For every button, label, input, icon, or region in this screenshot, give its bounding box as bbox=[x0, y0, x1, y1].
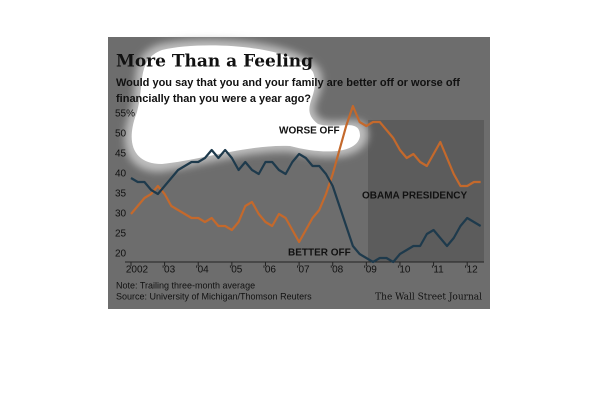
y-tick-label: 25 bbox=[115, 229, 127, 240]
highlight-blob bbox=[131, 45, 360, 164]
series-line bbox=[130, 104, 481, 244]
shade-label: OBAMA PRESIDENCY bbox=[362, 191, 468, 202]
series-label: WORSE OFF bbox=[279, 126, 340, 137]
x-tick-label: '09 bbox=[364, 265, 377, 276]
y-tick-label: 20 bbox=[115, 249, 127, 260]
note: Note: Trailing three-month average bbox=[116, 280, 255, 290]
x-tick-label: '05 bbox=[229, 265, 242, 276]
y-tick-label: 35 bbox=[115, 189, 127, 200]
x-tick-label: '11 bbox=[431, 265, 444, 276]
x-tick-label: '12 bbox=[465, 265, 478, 276]
subtitle: Would you say that you and your family a… bbox=[116, 77, 460, 89]
x-tick-label: '04 bbox=[196, 265, 209, 276]
x-tick-label: '06 bbox=[263, 265, 276, 276]
y-tick-label: 40 bbox=[115, 169, 127, 180]
x-tick-label: '08 bbox=[330, 265, 343, 276]
subtitle: financially than you were a year ago? bbox=[116, 93, 311, 105]
y-tick-label: 50 bbox=[115, 129, 127, 140]
chart-title: More Than a Feeling bbox=[116, 52, 313, 72]
y-tick-label: 45 bbox=[115, 149, 127, 160]
series-line bbox=[130, 148, 482, 264]
x-tick-label: '03 bbox=[162, 265, 175, 276]
y-tick-label: 30 bbox=[115, 209, 127, 220]
source: Source: University of Michigan/Thomson R… bbox=[116, 291, 312, 301]
x-tick-label: '07 bbox=[297, 265, 310, 276]
x-tick-label: '10 bbox=[397, 265, 410, 276]
shade-region bbox=[368, 120, 484, 262]
credit: The Wall Street Journal bbox=[375, 293, 482, 303]
x-tick-label: 2002 bbox=[126, 265, 149, 276]
y-tick-label: 55% bbox=[115, 109, 135, 120]
series-label: BETTER OFF bbox=[288, 248, 351, 259]
